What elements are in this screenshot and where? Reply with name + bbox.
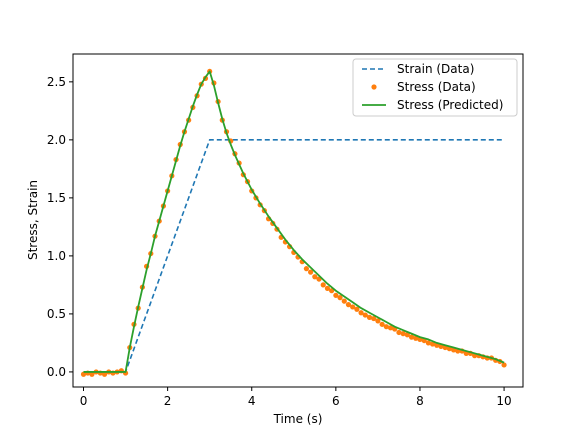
y-axis-ticks: 0.0 0.5 1.0 1.5 2.0 2.5 [47,75,73,379]
x-tick-label: 0 [80,394,88,408]
data-point-stress-data [303,266,310,272]
data-point-stress-data [333,292,339,298]
x-tick-label: 10 [496,394,511,408]
data-point-stress-data [404,332,410,338]
legend: Strain (Data) Stress (Data) Stress (Pred… [352,58,518,117]
data-point-stress-data [320,282,326,288]
data-point-stress-data [101,371,108,377]
x-tick-label: 8 [416,394,424,408]
data-point-stress-data [362,312,368,318]
x-tick-label: 2 [164,394,172,408]
x-tick-label: 4 [248,394,256,408]
data-point-stress-data [429,341,436,347]
data-point-stress-data [337,295,343,301]
series-layer [80,68,507,377]
data-point-stress-data [387,325,394,331]
series-line-strain-data [83,139,505,373]
data-point-stress-data [375,318,381,324]
plot-area [80,68,507,377]
x-axis-ticks: 0 2 4 6 8 10 [80,387,512,408]
axes-frame [72,53,524,388]
y-axis-label: Stress, Strain [26,180,40,260]
data-point-stress-data [80,371,87,377]
data-point-stress-data [89,371,95,377]
data-point-stress-data [383,324,389,330]
y-tick-label: 1.0 [47,249,66,263]
data-point-stress-data [324,285,331,291]
y-tick-label: 2.5 [47,75,66,89]
data-point-stress-data [408,334,415,340]
legend-label-stress-data: Stress (Data) [397,80,476,94]
y-tick-label: 2.0 [47,133,66,147]
legend-box [352,58,518,117]
x-axis-label: Time (s) [273,412,323,426]
data-point-stress-data [354,306,360,312]
data-point-stress-data [379,321,385,327]
data-point-stress-data [371,315,377,322]
data-point-stress-data [312,274,318,280]
data-point-stress-data [350,304,356,310]
data-point-stress-data [400,331,406,337]
data-point-stress-data [341,298,347,304]
legend-swatch-stress-data [371,84,377,90]
data-point-stress-data [345,302,352,308]
data-point-stress-data [396,329,402,336]
x-tick-label: 6 [332,394,340,408]
data-point-stress-data [425,340,431,346]
data-point-stress-data [501,362,507,368]
data-point-stress-data [366,314,373,320]
legend-label-stress-predicted: Stress (Predicted) [397,98,503,112]
y-tick-label: 1.5 [47,191,66,205]
data-point-stress-data [413,335,419,341]
legend-label-strain-data: Strain (Data) [397,62,474,76]
data-point-stress-data [358,310,364,316]
data-point-stress-data [308,269,314,275]
y-tick-label: 0.5 [47,307,66,321]
y-tick-label: 0.0 [47,365,66,379]
series-line-stress-predicted [83,70,505,373]
